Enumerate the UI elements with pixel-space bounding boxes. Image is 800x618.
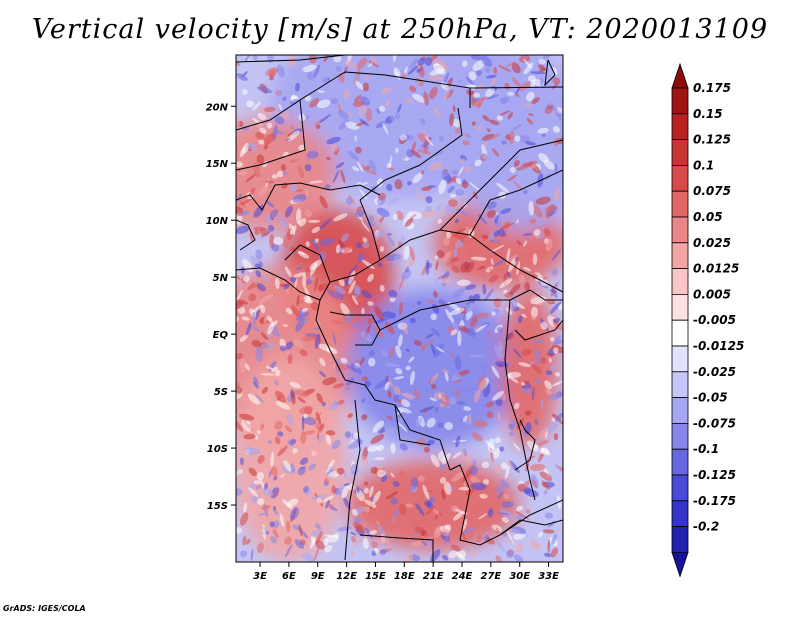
colorbar-label: -0.175 xyxy=(693,494,736,508)
colorbar-label: 0.025 xyxy=(693,236,731,250)
colorbar-swatch xyxy=(671,397,689,424)
colorbar-swatch xyxy=(671,242,689,270)
lat-tick-label: 15N xyxy=(206,159,229,170)
colorbar-swatch xyxy=(671,190,689,218)
lon-tick-label: 30E xyxy=(509,571,530,582)
colorbar-label: 0.05 xyxy=(693,210,723,224)
lat-tick-label: 5S xyxy=(214,387,228,398)
country-borders xyxy=(236,55,563,562)
field-region xyxy=(236,356,347,562)
colorbar-swatch xyxy=(671,345,689,373)
colorbar: 0.175 0.15 0.125 0.1 0.075 0.05 0.025 0.0125 0.0… xyxy=(671,62,744,578)
colorbar-swatch xyxy=(671,371,689,398)
colorbar-label: -0.025 xyxy=(693,365,736,379)
lat-tick-label: 5N xyxy=(213,273,229,284)
colorbar-swatch xyxy=(671,87,689,115)
lon-tick-label: 33E xyxy=(538,571,559,582)
lon-tick-label: 6E xyxy=(282,571,296,582)
colorbar-swatch xyxy=(671,139,689,166)
lon-tick-label: 27E xyxy=(480,571,501,582)
lon-tick-label: 15E xyxy=(365,571,386,582)
plot-title: Vertical velocity [m/s] at 250hPa, VT: 2… xyxy=(31,14,769,45)
colorbar-swatch xyxy=(671,164,689,192)
colorbar-label: -0.1 xyxy=(693,442,719,456)
lat-tick-label: 20N xyxy=(206,102,229,113)
lat-tick-label: 10S xyxy=(207,444,228,455)
lon-tick-label: 3E xyxy=(253,571,267,582)
lon-tick-label: 12E xyxy=(336,571,357,582)
colorbar-label: -0.125 xyxy=(693,468,736,482)
colorbar-label: -0.2 xyxy=(693,520,719,534)
lat-tick-label: 10N xyxy=(206,216,229,227)
colorbar-label: 0.075 xyxy=(693,184,731,198)
colorbar-label: 0.125 xyxy=(693,133,731,147)
colorbar-swatch xyxy=(671,293,689,321)
colorbar-label: 0.0125 xyxy=(693,262,739,276)
colorbar-label: 0.1 xyxy=(693,158,714,172)
lon-tick-label: 9E xyxy=(311,571,325,582)
colorbar-swatch xyxy=(671,526,689,553)
lon-tick-label: 21E xyxy=(423,571,444,582)
colorbar-label: -0.0125 xyxy=(693,339,744,353)
velocity-field xyxy=(236,55,563,562)
colorbar-swatch xyxy=(671,319,689,347)
colorbar-label: -0.005 xyxy=(693,313,736,327)
lat-tick-label: EQ xyxy=(213,330,229,341)
map-frame xyxy=(235,54,564,563)
latitude-axis: 20N 15N 10N 5N EQ 5S 10S 15S xyxy=(206,102,236,512)
colorbar-label: 0.15 xyxy=(693,107,723,121)
colorbar-label: 0.175 xyxy=(693,81,731,95)
lon-tick-label: 24E xyxy=(452,571,473,582)
lat-tick-label: 15S xyxy=(207,501,228,512)
lon-tick-label: 18E xyxy=(394,571,415,582)
colorbar-swatch xyxy=(671,216,689,244)
colorbar-swatch xyxy=(671,268,689,295)
colorbar-swatch xyxy=(671,113,689,141)
footer-credit: GrADS: IGES/COLA xyxy=(3,604,86,613)
colorbar-swatch xyxy=(671,474,689,502)
longitude-axis: 3E 6E 9E 12E 15E 18E 21E 24E 27E 30E 33E xyxy=(253,562,559,582)
colorbar-swatch xyxy=(671,448,689,476)
colorbar-label: -0.05 xyxy=(693,391,728,405)
colorbar-label: 0.005 xyxy=(693,287,731,301)
colorbar-top-arrow xyxy=(671,62,689,89)
colorbar-bottom-arrow xyxy=(671,552,689,578)
colorbar-swatch xyxy=(671,500,689,527)
colorbar-swatch xyxy=(671,422,689,450)
colorbar-label: -0.075 xyxy=(693,416,736,430)
